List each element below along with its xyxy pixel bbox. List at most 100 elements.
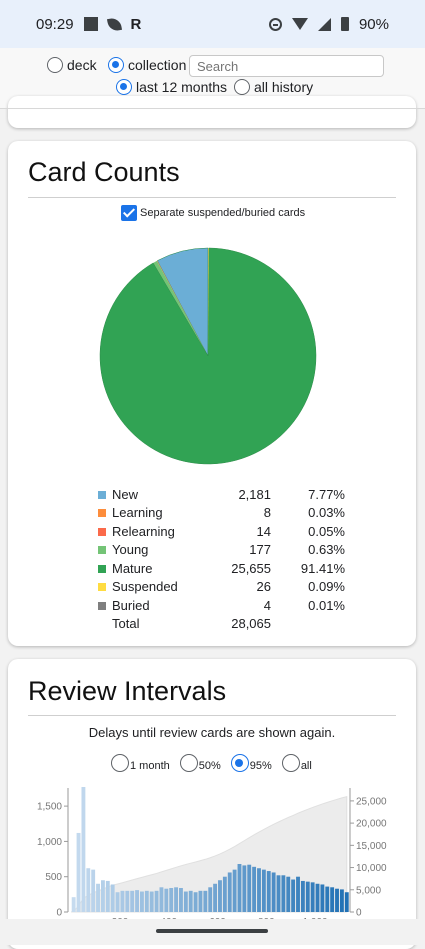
- interval-95-percent-radio[interactable]: [231, 754, 249, 772]
- interval-50-percent-radio[interactable]: [180, 754, 198, 772]
- do-not-disturb-icon: [269, 18, 282, 31]
- interval-bar: [140, 892, 144, 912]
- interval-1-month-radio[interactable]: [111, 754, 129, 772]
- interval-bar: [72, 897, 76, 912]
- y-right-tick-label: 10,000: [356, 863, 387, 874]
- search-input[interactable]: [189, 55, 384, 77]
- interval-bar: [189, 891, 193, 912]
- interval-bar: [228, 872, 232, 912]
- interval-all-option[interactable]: all: [282, 754, 312, 772]
- interval-bar: [194, 892, 198, 912]
- scope-collection-label: collection: [128, 57, 186, 73]
- interval-bar: [296, 877, 300, 912]
- interval-bar: [130, 891, 134, 912]
- status-bar: 09:29 R 90%: [0, 0, 425, 48]
- interval-50-percent-option[interactable]: 50%: [180, 754, 221, 772]
- separate-suspended-checkbox[interactable]: [121, 205, 137, 221]
- legend-name: Young: [106, 541, 212, 560]
- interval-all-label: all: [301, 760, 312, 772]
- range-all-history-option[interactable]: all history: [234, 79, 313, 95]
- controls-divider: [0, 108, 425, 109]
- battery-percent: 90%: [359, 16, 389, 33]
- range-12-months-option[interactable]: last 12 months: [116, 79, 227, 95]
- y-right-tick-label: 0: [356, 908, 362, 919]
- legend-name: Mature: [106, 559, 212, 578]
- legend-name: Suspended: [106, 578, 212, 597]
- interval-bar: [320, 884, 324, 912]
- interval-bar: [125, 891, 129, 912]
- interval-bar: [247, 865, 251, 912]
- interval-1-month-label: 1 month: [130, 760, 170, 772]
- legend-name: Buried: [106, 596, 212, 615]
- interval-bar: [267, 871, 271, 912]
- interval-bar: [262, 870, 266, 912]
- range-all-history-radio[interactable]: [234, 79, 250, 95]
- legend-total-row: Total 28,065: [96, 615, 345, 634]
- cell-signal-icon: [318, 18, 331, 31]
- scope-deck-label: deck: [67, 57, 97, 73]
- interval-95-percent-label: 95%: [250, 760, 272, 772]
- interval-bar: [223, 877, 227, 912]
- interval-bar: [316, 884, 320, 912]
- interval-1-month-option[interactable]: 1 month: [111, 754, 170, 772]
- wifi-icon: [292, 18, 308, 30]
- review-intervals-chart: 05001,0001,50005,00010,00015,00020,00025…: [8, 787, 416, 927]
- interval-bar: [111, 884, 115, 912]
- interval-bar: [233, 870, 237, 912]
- scope-collection-option[interactable]: collection: [108, 57, 186, 73]
- card-counts-divider: [28, 197, 396, 198]
- interval-bar: [277, 875, 281, 912]
- interval-bar: [81, 787, 85, 912]
- range-12-months-radio[interactable]: [116, 79, 132, 95]
- battery-icon: [341, 17, 349, 31]
- scope-deck-option[interactable]: deck: [47, 57, 97, 73]
- legend-swatch: [98, 602, 106, 610]
- interval-bar: [291, 880, 295, 912]
- interval-range-options: 1 month 50% 95% all: [111, 754, 312, 772]
- interval-bar: [306, 882, 310, 912]
- gesture-nav-bar[interactable]: [156, 929, 268, 933]
- card-counts-pie-chart: [8, 241, 416, 471]
- y-right-tick-label: 15,000: [356, 841, 387, 852]
- interval-bar: [213, 884, 217, 912]
- interval-bar: [272, 872, 276, 912]
- interval-bar: [238, 864, 242, 912]
- separate-suspended-option[interactable]: Separate suspended/buried cards: [121, 205, 305, 221]
- legend-count: 8: [212, 504, 271, 523]
- legend-count: 14: [212, 522, 271, 541]
- interval-bar: [301, 881, 305, 912]
- interval-bar: [311, 882, 315, 912]
- interval-bar: [77, 833, 81, 912]
- interval-bar: [86, 868, 90, 912]
- scope-deck-radio[interactable]: [47, 57, 63, 73]
- interval-bar: [96, 884, 100, 912]
- interval-bar: [199, 891, 203, 912]
- interval-bar: [184, 892, 188, 912]
- legend-count: 26: [212, 578, 271, 597]
- interval-bar: [169, 888, 173, 912]
- y-right-tick-label: 5,000: [356, 885, 381, 896]
- notification-leaf-icon: [107, 16, 122, 31]
- interval-all-radio[interactable]: [282, 754, 300, 772]
- review-intervals-title: Review Intervals: [28, 676, 226, 707]
- interval-bar: [345, 892, 349, 912]
- interval-bar: [150, 892, 154, 912]
- interval-bar: [116, 892, 120, 912]
- scope-collection-radio[interactable]: [108, 57, 124, 73]
- legend-total-label: Total: [106, 615, 212, 634]
- interval-bar: [281, 875, 285, 912]
- legend-swatch: [98, 583, 106, 591]
- y-left-tick-label: 1,500: [37, 802, 62, 813]
- review-intervals-card: Review Intervals Delays until review car…: [8, 659, 416, 949]
- legend-percent: 0.09%: [271, 578, 345, 597]
- interval-bar: [252, 867, 256, 912]
- range-12-months-label: last 12 months: [136, 79, 227, 95]
- interval-95-percent-option[interactable]: 95%: [231, 754, 272, 772]
- interval-bar: [101, 880, 105, 912]
- legend-name: Learning: [106, 504, 212, 523]
